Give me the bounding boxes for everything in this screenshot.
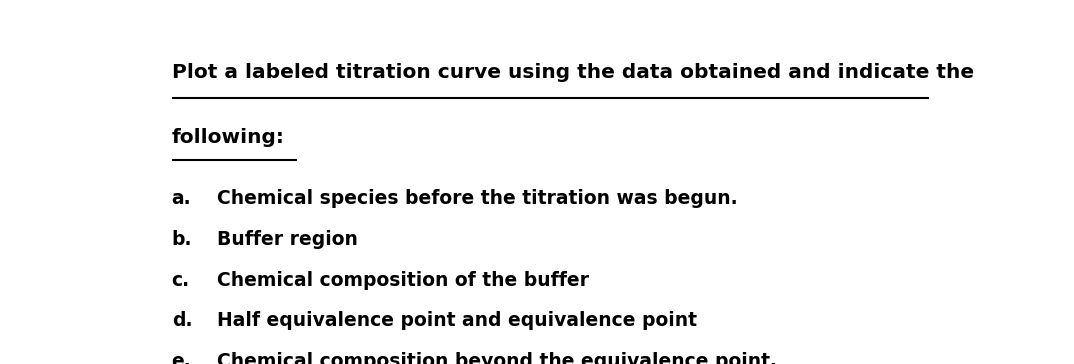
Text: b.: b. [172,230,192,249]
Text: Half equivalence point and equivalence point: Half equivalence point and equivalence p… [217,311,697,331]
Text: a.: a. [172,189,191,209]
Text: c.: c. [172,271,190,290]
Text: d.: d. [172,311,192,331]
Text: Chemical composition of the buffer: Chemical composition of the buffer [217,271,590,290]
Text: Chemical species before the titration was begun.: Chemical species before the titration wa… [217,189,738,209]
Text: Buffer region: Buffer region [217,230,359,249]
Text: Chemical composition beyond the equivalence point.: Chemical composition beyond the equivale… [217,352,778,364]
Text: following:: following: [172,128,285,147]
Text: e.: e. [172,352,191,364]
Text: Plot a labeled titration curve using the data obtained and indicate the: Plot a labeled titration curve using the… [172,63,974,82]
